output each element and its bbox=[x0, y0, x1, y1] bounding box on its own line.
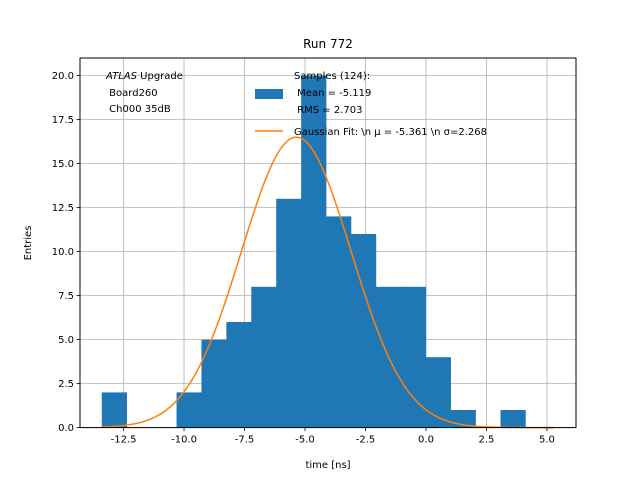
annotation-line-1: ATLAS Upgrade bbox=[105, 71, 183, 82]
x-tick-label: 0.0 bbox=[418, 435, 434, 446]
legend-histogram-swatch bbox=[255, 89, 283, 99]
histogram-bar bbox=[301, 75, 327, 428]
y-tick-label: 20.0 bbox=[52, 71, 74, 82]
legend-histogram-label-line-2: Mean = -5.119 bbox=[294, 88, 371, 99]
histogram-bar bbox=[226, 322, 252, 428]
x-tick-label: -12.5 bbox=[111, 435, 137, 446]
fit-curve-path bbox=[101, 136, 555, 429]
histogram-bars bbox=[101, 75, 526, 428]
y-tick-label: 7.5 bbox=[58, 291, 74, 302]
gaussian-fit-curve bbox=[101, 136, 555, 429]
y-tick-label: 15.0 bbox=[52, 159, 74, 170]
histogram-bar bbox=[326, 216, 352, 428]
legend-histogram-label-line-3: RMS = 2.703 bbox=[294, 105, 362, 116]
annotation-line-1-rest: Upgrade bbox=[137, 71, 183, 82]
annotation-line-2: Board260 bbox=[106, 88, 158, 99]
histogram-bar bbox=[425, 357, 451, 428]
annotation-atlas-word: ATLAS bbox=[105, 71, 138, 82]
y-tick-label: 2.5 bbox=[58, 379, 74, 390]
y-tick-label: 17.5 bbox=[52, 115, 74, 126]
y-tick-label: 0.0 bbox=[58, 423, 74, 434]
y-tick-label: 10.0 bbox=[52, 247, 74, 258]
x-tick-label: -10.0 bbox=[171, 435, 197, 446]
plot-frame bbox=[79, 57, 577, 429]
histogram-bar bbox=[251, 286, 277, 428]
x-tick-label: 5.0 bbox=[539, 435, 555, 446]
y-tick-label: 12.5 bbox=[52, 203, 74, 214]
y-tick-label: 5.0 bbox=[58, 335, 74, 346]
y-axis-ticks: 0.0 2.5 5.0 7.5 10.0 12.5 15.0 17.5 20.0 bbox=[52, 71, 80, 434]
atlas-annotation: ATLAS Upgrade Board260 Ch000 35dB bbox=[105, 71, 183, 115]
y-axis-label: Entries bbox=[23, 226, 34, 261]
legend: Samples (124): Mean = -5.119 RMS = 2.703… bbox=[255, 71, 487, 138]
legend-fit-label: Gaussian Fit: \n μ = -5.361 \n σ=2.268 bbox=[294, 127, 487, 138]
x-tick-label: -5.0 bbox=[295, 435, 315, 446]
histogram-bar bbox=[500, 410, 526, 428]
x-axis-ticks: -12.5 -10.0 -7.5 -5.0 -2.5 0.0 2.5 5.0 bbox=[111, 427, 555, 446]
legend-histogram-label-line-1: Samples (124): bbox=[294, 71, 370, 82]
x-tick-label: 2.5 bbox=[479, 435, 495, 446]
histogram-bar bbox=[276, 198, 302, 428]
chart-title: Run 772 bbox=[303, 37, 353, 51]
histogram-bar bbox=[101, 392, 127, 428]
annotation-line-3: Ch000 35dB bbox=[106, 104, 171, 115]
histogram-bar bbox=[400, 286, 427, 428]
x-tick-label: -2.5 bbox=[356, 435, 376, 446]
x-axis-label: time [ns] bbox=[305, 460, 350, 471]
histogram-bar bbox=[176, 392, 202, 428]
x-tick-label: -7.5 bbox=[235, 435, 255, 446]
